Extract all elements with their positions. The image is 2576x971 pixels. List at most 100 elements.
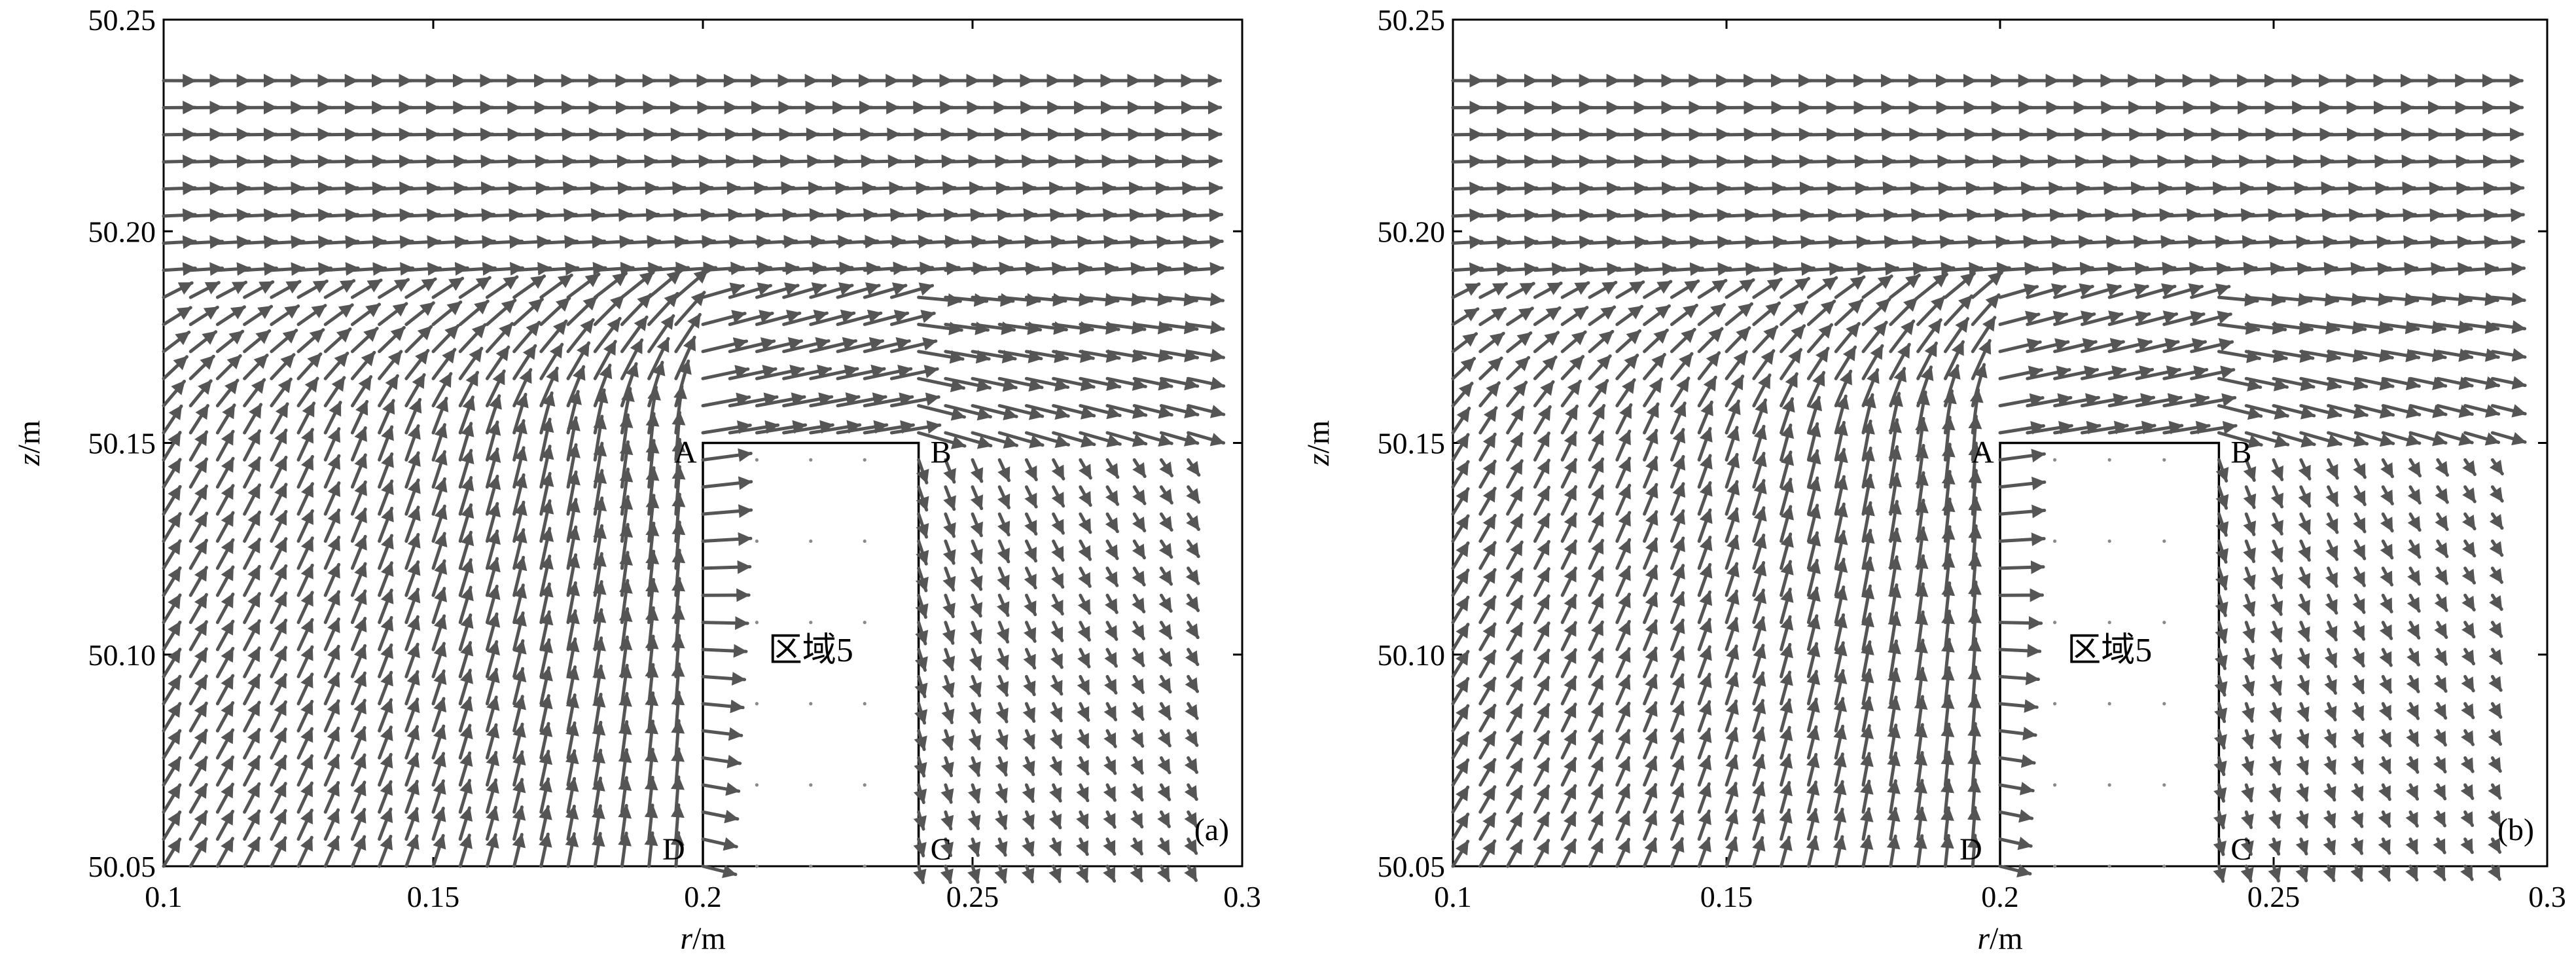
- velocity-arrow: [272, 430, 286, 460]
- velocity-arrow: [298, 538, 312, 568]
- velocity-arrow: [217, 307, 244, 325]
- velocity-arrow: [2355, 758, 2362, 773]
- velocity-arrow: [2274, 595, 2281, 614]
- velocity-arrow: [2383, 812, 2389, 826]
- velocity-arrow: [999, 487, 1009, 508]
- velocity-arrow: [245, 648, 260, 677]
- velocity-arrow: [2410, 785, 2418, 799]
- velocity-arrow: [1726, 134, 1757, 135]
- velocity-arrow: [1508, 268, 1537, 270]
- velocity-arrow: [1562, 406, 1577, 433]
- x-tick-label: 0.25: [2247, 880, 2300, 913]
- velocity-arrow: [1617, 676, 1629, 704]
- velocity-arrow: [1453, 334, 1476, 352]
- velocity-arrow: [2274, 731, 2280, 747]
- velocity-arrow: [999, 758, 1006, 775]
- velocity-arrow: [460, 301, 488, 324]
- velocity-arrow: [1562, 283, 1588, 297]
- velocity-arrow: [1161, 650, 1170, 665]
- velocity-arrow: [217, 458, 233, 486]
- velocity-arrow: [2000, 704, 2037, 707]
- velocity-arrow: [2329, 568, 2337, 586]
- velocity-arrow: [2301, 595, 2309, 614]
- velocity-arrow: [1189, 514, 1199, 529]
- velocity-arrow: [1107, 785, 1115, 800]
- velocity-arrow: [1699, 702, 1709, 731]
- velocity-arrow: [1189, 623, 1198, 638]
- velocity-arrow: [1161, 514, 1172, 530]
- velocity-arrow: [1590, 486, 1603, 515]
- velocity-arrow: [1453, 161, 1482, 162]
- velocity-arrow: [2274, 460, 2282, 479]
- corner-label-d: D: [1959, 832, 1982, 867]
- velocity-arrow: [1480, 515, 1495, 541]
- velocity-arrow: [2438, 731, 2446, 744]
- velocity-arrow: [946, 704, 952, 723]
- velocity-arrow: [325, 538, 339, 568]
- velocity-arrow: [1508, 841, 1522, 866]
- velocity-arrow: [919, 460, 927, 483]
- velocity-arrow: [1107, 676, 1116, 693]
- velocity-arrow: [2383, 595, 2391, 612]
- velocity-arrow: [1054, 623, 1062, 641]
- velocity-arrow: [1508, 678, 1522, 703]
- velocity-arrow: [325, 810, 338, 839]
- velocity-arrow: [1480, 188, 1509, 189]
- velocity-arrow: [1161, 785, 1169, 799]
- velocity-arrow: [946, 731, 952, 749]
- velocity-arrow: [919, 514, 927, 537]
- velocity-arrow: [2355, 676, 2363, 692]
- velocity-arrow: [190, 812, 206, 839]
- velocity-arrow: [1617, 188, 1647, 189]
- velocity-arrow: [1453, 815, 1468, 839]
- velocity-arrow: [433, 781, 443, 812]
- velocity-arrow: [514, 299, 543, 324]
- velocity-arrow: [1726, 376, 1743, 406]
- velocity-arrow: [272, 404, 287, 433]
- velocity-arrow: [1026, 866, 1032, 882]
- velocity-arrow: [1134, 460, 1145, 476]
- velocity-arrow: [352, 509, 365, 541]
- velocity-arrow: [1645, 676, 1656, 704]
- velocity-arrow: [2355, 568, 2364, 585]
- velocity-arrow: [1508, 308, 1533, 325]
- velocity-arrow: [2246, 758, 2251, 774]
- velocity-arrow: [2274, 812, 2279, 827]
- velocity-arrow: [1134, 595, 1144, 612]
- velocity-arrow: [1508, 623, 1522, 650]
- velocity-arrow: [1699, 839, 1709, 866]
- velocity-arrow: [433, 809, 443, 839]
- velocity-arrow: [272, 702, 286, 731]
- velocity-arrow: [1590, 676, 1602, 703]
- velocity-arrow: [325, 728, 338, 758]
- velocity-arrow: [1590, 380, 1607, 405]
- velocity-arrow: [2329, 595, 2336, 613]
- velocity-arrow: [1107, 758, 1115, 773]
- velocity-arrow: [190, 568, 206, 595]
- y-axis-symbol: z: [1301, 453, 1336, 466]
- velocity-arrow: [2246, 514, 2254, 534]
- velocity-arrow: [1562, 215, 1592, 216]
- velocity-arrow: [1590, 731, 1602, 758]
- velocity-arrow: [325, 305, 352, 325]
- velocity-arrow: [352, 782, 365, 812]
- field-dot: [2108, 621, 2111, 624]
- velocity-arrow: [1161, 568, 1171, 584]
- velocity-arrow: [2301, 839, 2306, 854]
- field-dot: [755, 864, 759, 868]
- velocity-arrow: [1726, 756, 1736, 785]
- velocity-arrow: [217, 784, 232, 812]
- velocity-arrow: [1808, 782, 1816, 813]
- velocity-arrow: [1480, 383, 1499, 406]
- velocity-arrow: [2355, 650, 2363, 666]
- velocity-arrow: [1918, 274, 1947, 297]
- field-dot: [2162, 783, 2166, 786]
- velocity-arrow: [1781, 134, 1812, 135]
- velocity-arrow: [2438, 541, 2447, 556]
- velocity-arrow: [1672, 566, 1683, 596]
- velocity-arrow: [190, 595, 206, 622]
- velocity-arrow: [2410, 866, 2417, 880]
- field-dot: [809, 783, 812, 786]
- velocity-arrow: [1590, 813, 1602, 839]
